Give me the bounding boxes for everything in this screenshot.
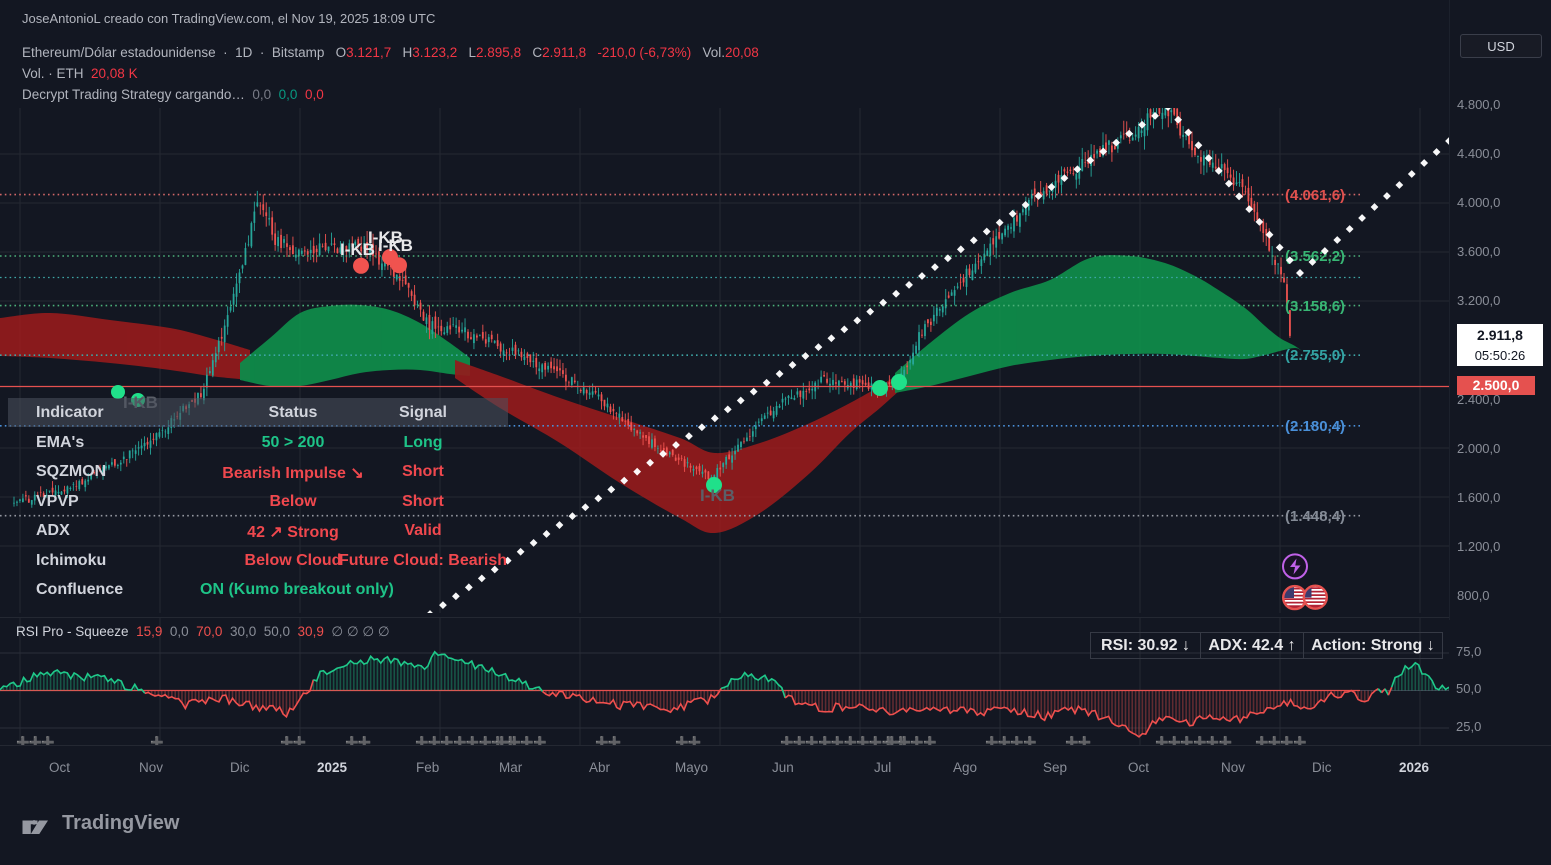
svg-text:I-KB: I-KB xyxy=(700,486,735,505)
svg-text:(1.448,4): (1.448,4) xyxy=(1285,508,1345,525)
svg-text:(2.180,4): (2.180,4) xyxy=(1285,418,1345,435)
svg-text:(2.755,0): (2.755,0) xyxy=(1285,347,1345,364)
svg-text:I-KB: I-KB xyxy=(378,236,413,255)
svg-text:(4.061,6): (4.061,6) xyxy=(1285,187,1345,204)
svg-text:(3.158,6): (3.158,6) xyxy=(1285,298,1345,315)
